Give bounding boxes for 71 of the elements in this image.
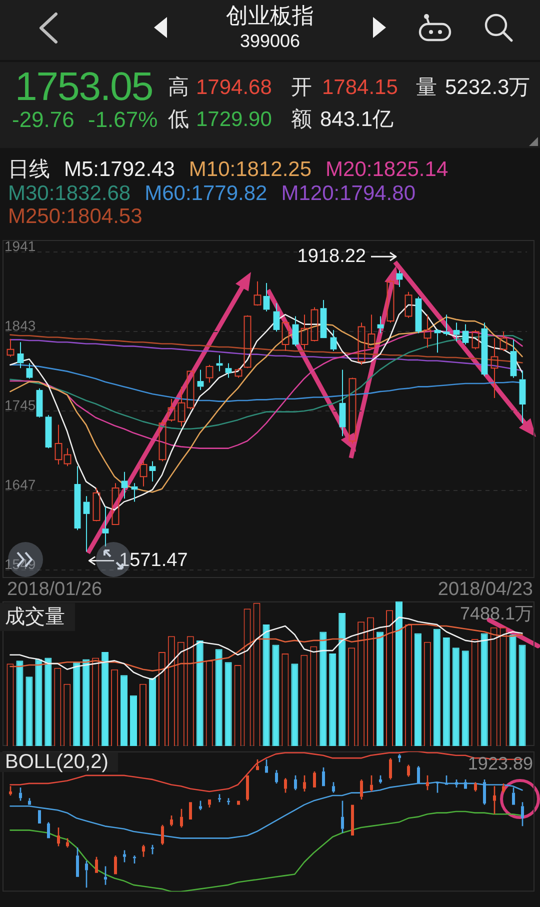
annotation: 1571.47 — [119, 550, 188, 571]
bar — [480, 633, 488, 746]
bar — [148, 678, 156, 746]
bar — [338, 612, 346, 746]
bar — [509, 634, 516, 746]
bar — [196, 640, 204, 746]
text: M250:1804.53 — [8, 205, 142, 228]
candlestick — [303, 774, 306, 792]
bar — [120, 675, 128, 746]
text: 1729.90 — [196, 107, 272, 133]
bar — [452, 648, 460, 746]
text: 高 — [168, 75, 189, 101]
bar — [320, 632, 327, 746]
candlestick — [104, 866, 107, 886]
bar — [395, 601, 403, 746]
y-tick-label: 1745 — [4, 396, 36, 413]
candlestick — [57, 826, 60, 847]
text: M60:1779.82 — [144, 182, 268, 205]
candlestick — [85, 860, 88, 888]
text: 额 — [291, 107, 312, 133]
bar — [82, 659, 90, 746]
text: M30:1832.68 — [8, 182, 131, 205]
candlestick — [180, 808, 183, 828]
text: 2018/04/23 — [438, 579, 533, 600]
annotation: 7488.1万 — [460, 603, 533, 624]
text: 399006 — [238, 31, 302, 51]
text: M10:1812.25 — [188, 158, 312, 182]
bar — [16, 660, 24, 746]
bar — [44, 658, 52, 746]
text: 1794.68 — [196, 75, 272, 101]
bar — [433, 628, 440, 746]
bar — [414, 633, 422, 746]
bar — [130, 695, 138, 746]
candlestick — [493, 785, 496, 815]
text: 创业板指 — [225, 3, 315, 28]
bar — [262, 624, 270, 746]
text: M5:1792.43 — [64, 158, 175, 182]
y-tick-label: 1941 — [4, 238, 36, 254]
text: 843.1亿 — [320, 107, 394, 133]
bar — [35, 659, 42, 746]
bar — [518, 644, 526, 746]
text: M20:1825.14 — [326, 158, 448, 182]
text: 2018/01/26 — [7, 579, 102, 600]
candlestick — [123, 850, 126, 863]
text: 低 — [168, 107, 189, 133]
chart-title: 成交量 — [0, 603, 75, 631]
bar — [102, 652, 109, 746]
text: 5232.3万 — [445, 75, 530, 101]
y-tick-label: 1647 — [4, 476, 36, 492]
bar — [291, 664, 298, 746]
candlestick — [370, 774, 373, 792]
chart-title: BOLL(20,2) — [0, 751, 118, 773]
candlestick — [341, 800, 344, 834]
bar — [272, 644, 280, 746]
candlestick — [426, 774, 429, 791]
bar — [215, 649, 222, 746]
bar — [329, 653, 336, 746]
annotation: 1923.89 — [468, 753, 533, 774]
annotation: 1918.22 — [297, 246, 366, 267]
bar — [376, 632, 384, 746]
candlestick — [521, 801, 524, 827]
bar — [462, 650, 469, 746]
text: 开 — [291, 75, 312, 101]
text: 1784.15 — [322, 75, 398, 101]
bar — [224, 662, 232, 746]
text: M120:1794.80 — [281, 182, 416, 205]
bar — [442, 638, 450, 746]
text: 量 — [416, 75, 437, 101]
legend-title: 日线 — [8, 158, 50, 182]
bar — [73, 662, 80, 746]
y-tick-label: 1843 — [4, 317, 36, 334]
